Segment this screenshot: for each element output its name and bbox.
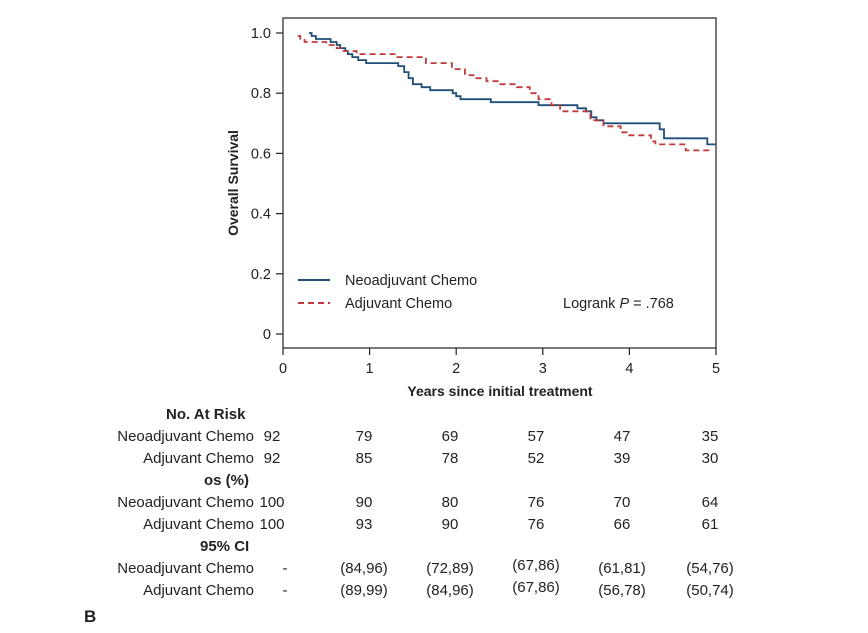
os-adj-cell: 66 [613,516,631,533]
os-adj-cell: 76 [527,516,545,533]
y-tick-label: 0.4 [251,207,271,223]
y-tick-label: 0 [263,327,271,343]
ci-adj-cell: (84,96) [426,582,474,599]
ci-neo-cell: (84,96) [340,560,388,577]
logrank-value: = .768 [629,296,674,312]
at-risk-header: No. At Risk [166,406,246,423]
ci-neo-cell: - [282,560,288,577]
y-tick-label: 0.8 [251,86,271,102]
os-header: os (%) [204,472,249,489]
at-risk-adj-cell: 92 [263,450,281,467]
at-risk-neo-cell: 92 [263,428,281,445]
at-risk-neo-cell: 35 [701,428,719,445]
legend-label-adjuvant: Adjuvant Chemo [345,296,452,312]
ci-adj-cell: (56,78) [598,582,646,599]
at-risk-neo-cell: 69 [441,428,459,445]
os-adj-cell: 61 [701,516,719,533]
at-risk-adj-cell: 30 [701,450,719,467]
plot-frame [282,17,717,349]
ci-neo-cell: (54,76) [686,560,734,577]
at-risk-neo-cell: 47 [613,428,631,445]
ci-neo-label: Neoadjuvant Chemo [117,560,254,577]
os-adj-cell: 93 [355,516,373,533]
os-adj-label: Adjuvant Chemo [143,516,254,533]
ci-adj-cell: - [282,582,288,599]
y-axis-label: Overall Survival [225,130,241,236]
ci-neo-cell: (67,86) [512,557,560,574]
ci-adj-cell: (50,74) [686,582,734,599]
os-adj-cell: 90 [441,516,459,533]
x-tick-label: 2 [452,361,460,377]
x-tick-label: 3 [539,361,547,377]
os-neo-cell: 80 [441,494,459,511]
at-risk-neo-label: Neoadjuvant Chemo [117,428,254,445]
at-risk-adj-cell: 85 [355,450,373,467]
series-line-neoadjuvant [309,32,716,146]
os-adj-cell: 100 [259,516,285,533]
ci-neo-cell: (72,89) [426,560,474,577]
ci-header: 95% CI [200,538,250,555]
y-tick-label: 0.6 [251,146,271,162]
survival-curves [297,32,716,152]
os-neo-cell: 64 [701,494,719,511]
at-risk-neo-cell: 57 [527,428,545,445]
legend-label-neoadjuvant: Neoadjuvant Chemo [345,273,477,289]
x-tick-label: 4 [625,361,633,377]
legend: Neoadjuvant Chemo Adjuvant Chemo [298,273,477,312]
at-risk-neo-cell: 79 [355,428,373,445]
os-neo-cell: 70 [613,494,631,511]
at-risk-adj-cell: 52 [527,450,545,467]
panel-label: B [84,607,97,626]
series-line-adjuvant [297,35,712,152]
os-neo-cell: 90 [355,494,373,511]
ci-adj-cell: (89,99) [340,582,388,599]
os-neo-label: Neoadjuvant Chemo [117,494,254,511]
y-tick-label: 1.0 [251,26,271,42]
at-risk-adj-cell: 39 [613,450,631,467]
y-tick-label: 0.2 [251,267,271,283]
logrank-prefix: Logrank [563,296,619,312]
x-tick-label: 0 [279,361,287,377]
x-tick-label: 1 [366,361,374,377]
ci-neo-cell: (61,81) [598,560,646,577]
at-risk-adj-label: Adjuvant Chemo [143,450,254,467]
ci-adj-label: Adjuvant Chemo [143,582,254,599]
at-risk-adj-cell: 78 [441,450,459,467]
ci-adj-cell: (67,86) [512,579,560,596]
os-neo-cell: 100 [259,494,285,511]
x-axis-label: Years since initial treatment [407,383,593,399]
logrank-p: P [619,296,629,312]
x-tick-label: 5 [712,361,720,377]
os-neo-cell: 76 [527,494,545,511]
axes: 0 0.2 0.4 0.6 0.8 1.0 0 1 2 3 4 5 [251,26,720,377]
logrank-annotation: Logrank P = .768 [563,296,674,312]
